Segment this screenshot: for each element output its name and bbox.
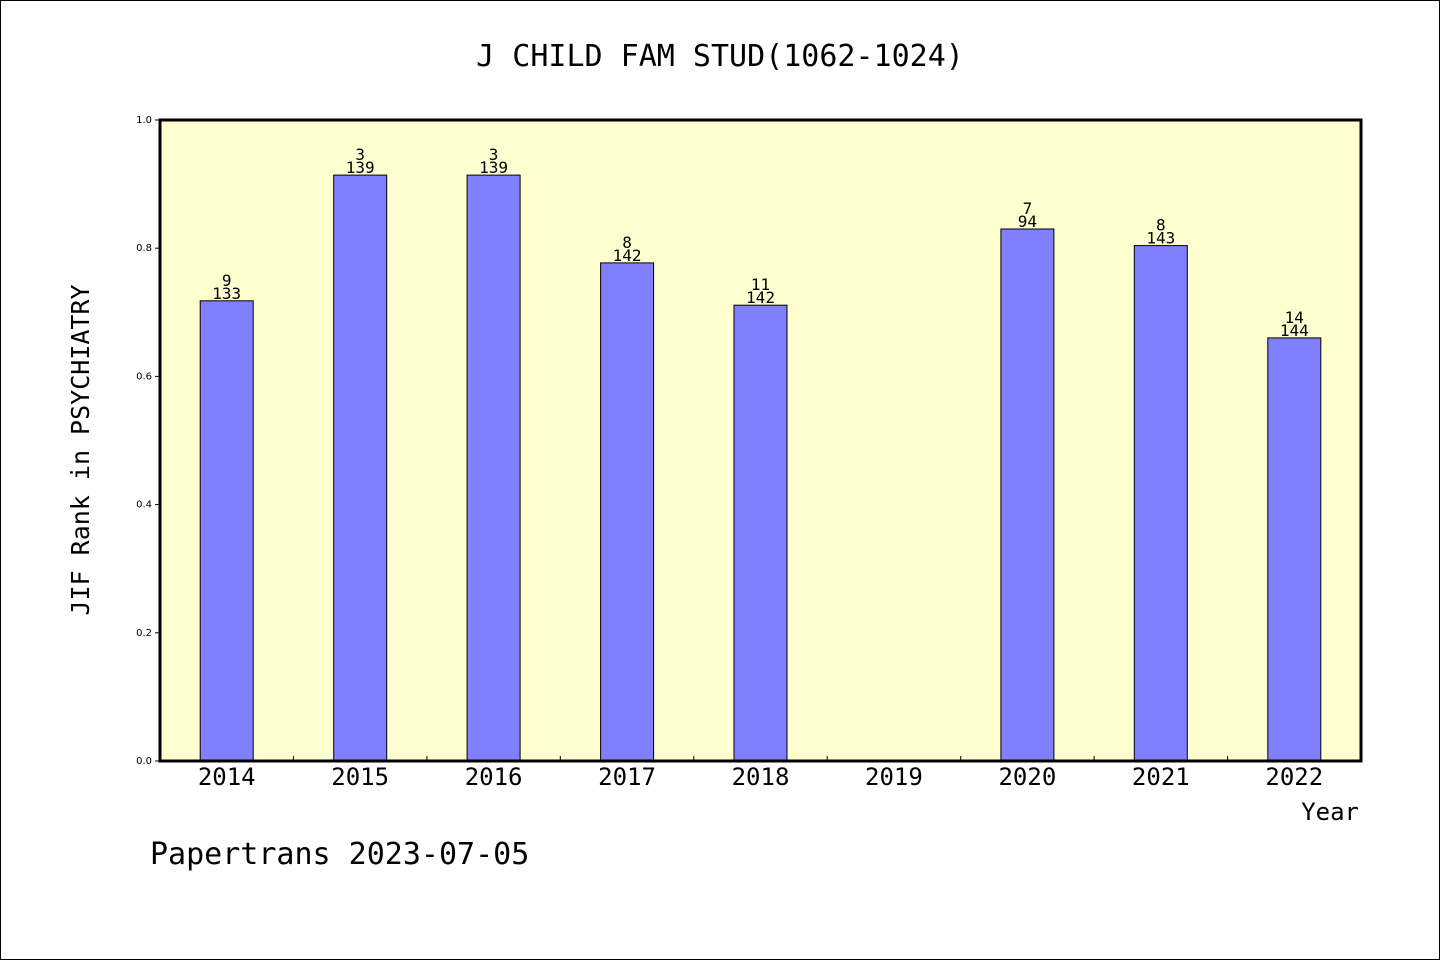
y-tick-label-0.0: 0.0 [136,756,152,767]
bar-2017 [600,262,655,762]
x-tick-label-2019: 2019 [865,763,923,791]
bar-label-top-2017: 8 [622,233,632,252]
bar-label-top-2021: 8 [1156,216,1166,235]
x-tick-label-2017: 2017 [598,763,656,791]
x-tick-label-2016: 2016 [465,763,523,791]
chart-title: J CHILD FAM STUD(1062-1024) [476,39,964,74]
x-tick-label-2018: 2018 [732,763,790,791]
x-tick-label-2015: 2015 [331,763,389,791]
bar-label-top-2014: 9 [222,271,232,290]
y-axis-ticks: 0.0 0.2 0.4 0.6 0.8 1.0 [136,115,160,767]
bar-label-top-2016: 3 [489,145,499,164]
bar-2014 [199,300,254,762]
x-axis-ticks: 2014 2015 2016 2017 2018 2019 2020 2021 2022 [198,756,1323,791]
x-tick-label-2021: 2021 [1132,763,1190,791]
y-tick-label-0.6: 0.6 [136,371,152,382]
bar-label-bottom-2021: 143 [1146,229,1175,248]
bar-2018 [733,304,788,762]
bar-label-top-2020: 7 [1023,199,1033,218]
bar-label-top-2022: 14 [1285,308,1304,327]
y-axis-label: JIF Rank in PSYCHIATRY [66,284,95,615]
plot-border [158,118,1363,763]
bar-label-bottom-2020: 94 [1018,212,1037,231]
footer-text: Papertrans 2023-07-05 [150,837,529,872]
x-tick-label-2020: 2020 [998,763,1056,791]
bar-2016 [466,174,521,762]
bar-label-bottom-2016: 139 [479,158,508,177]
bar-label-bottom-2014: 133 [212,284,241,303]
bar-label-bottom-2018: 142 [746,288,775,307]
y-tick-label-0.4: 0.4 [136,500,152,511]
bar-label-bottom-2022: 144 [1280,321,1309,340]
x-axis-label: Year [1301,798,1359,826]
bar-2020 [1000,228,1055,762]
y-tick-label-1.0: 1.0 [136,115,152,126]
bar-label-bottom-2015: 139 [346,158,375,177]
bar-2015 [333,174,388,762]
x-tick-label-2014: 2014 [198,763,256,791]
bar-label-top-2018: 11 [751,275,770,294]
bar-label-bottom-2017: 142 [613,246,642,265]
bars-group [199,174,1322,762]
y-tick-label-0.2: 0.2 [136,628,152,639]
x-tick-label-2022: 2022 [1265,763,1323,791]
bar-label-top-2015: 3 [355,145,365,164]
y-tick-label-0.8: 0.8 [136,243,152,254]
bar-2021 [1133,245,1188,762]
bar-2022 [1267,337,1322,762]
